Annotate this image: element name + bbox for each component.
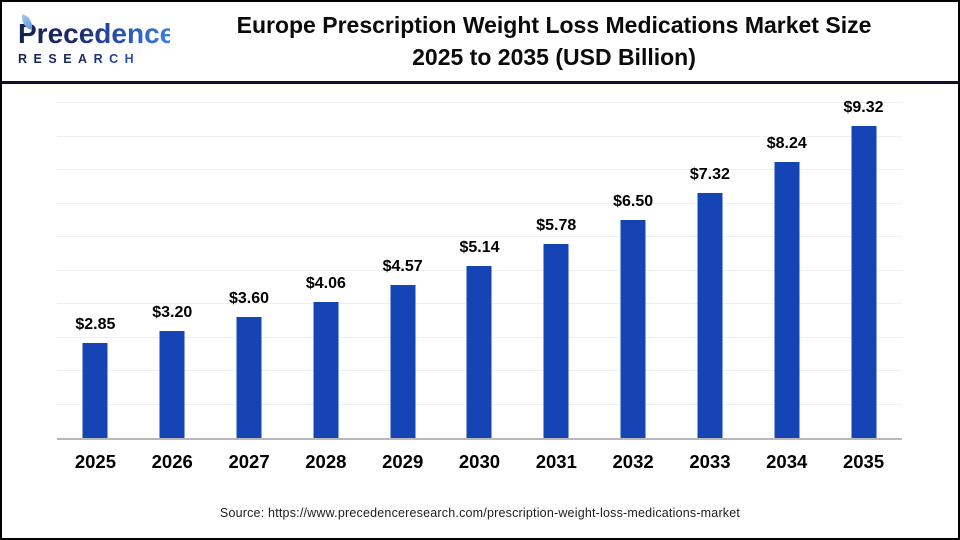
x-axis-label-2031: 2031 — [535, 451, 577, 472]
bar-2025 — [82, 342, 108, 438]
x-axis-labels: 2025 2026 2027 2028 2029 2030 2031 2032 2033 2034… — [57, 440, 902, 473]
bar-value-label: $6.50 — [613, 193, 654, 211]
x-axis-label-2035: 2035 — [842, 451, 885, 472]
bar-2027 — [236, 317, 262, 438]
bar-value-label: $3.60 — [229, 290, 270, 308]
x-axis-label-2030: 2030 — [458, 451, 501, 472]
chart-title-line2: 2025 to 2035 (USD Billion) — [412, 43, 696, 70]
x-axis-label-2027: 2027 — [228, 451, 270, 472]
bar-chart: $2.85 $3.20 $3.60 $4.06 $4.57 $5.14 $5.78 $6.50… — [2, 84, 958, 473]
gridline — [57, 236, 902, 237]
bar-group-2035: $9.32 — [825, 84, 902, 438]
bar-group-2031: $5.78 — [518, 84, 595, 438]
header: Precedence RESEARCH Europe Prescription … — [2, 2, 958, 81]
logo-precedence-research: Precedence RESEARCH — [18, 14, 176, 66]
gridline — [57, 102, 902, 103]
bar-group-2033: $7.32 — [672, 84, 749, 438]
bar-value-label: $4.57 — [382, 257, 423, 275]
bar-2026 — [159, 330, 185, 438]
bar-2028 — [313, 302, 339, 438]
bar-group-2029: $4.57 — [364, 84, 441, 438]
bar-value-label: $5.14 — [459, 238, 500, 256]
bar-group-2027: $3.60 — [211, 84, 288, 438]
x-axis-label-2029: 2029 — [382, 451, 424, 472]
bar-2034 — [774, 161, 800, 438]
bar-2030 — [466, 265, 492, 438]
bar-group-2034: $8.24 — [748, 84, 825, 438]
bar-value-label: $2.85 — [75, 315, 116, 333]
x-axis-label-2028: 2028 — [305, 451, 347, 472]
gridline — [57, 135, 902, 137]
bar-value-label: $5.78 — [536, 217, 577, 235]
bar-2033 — [697, 192, 723, 438]
footer: Source: https://www.precedenceresearch.c… — [2, 506, 958, 520]
bar-2029 — [390, 284, 416, 438]
bar-group-2032: $6.50 — [595, 84, 672, 438]
chart-title-line1: Europe Prescription Weight Loss Medicati… — [236, 11, 872, 38]
bar-value-label: $7.32 — [689, 165, 730, 183]
bar-2035 — [851, 125, 877, 438]
gridline — [57, 202, 902, 204]
x-axis-label-2033: 2033 — [689, 451, 731, 472]
x-axis-label-2025: 2025 — [74, 451, 116, 472]
x-axis-label-2034: 2034 — [766, 451, 808, 472]
x-axis-label-2032: 2032 — [612, 451, 654, 472]
bar-value-label: $9.32 — [843, 98, 884, 116]
bar-value-label: $4.06 — [305, 275, 346, 292]
bar-value-label: $3.20 — [152, 303, 193, 321]
x-axis-label-2026: 2026 — [151, 451, 193, 472]
bar-group-2030: $5.14 — [441, 84, 518, 438]
bar-value-label: $8.24 — [766, 134, 807, 152]
source-citation: Source: https://www.precedenceresearch.c… — [219, 506, 741, 520]
bar-2031 — [543, 244, 569, 438]
bar-group-2025: $2.85 — [57, 84, 134, 438]
bar-2032 — [620, 220, 646, 438]
gridline — [57, 169, 902, 170]
bar-group-2028: $4.06 — [287, 84, 364, 438]
logo-subtext: RESEARCH — [18, 52, 170, 66]
chart-title: Europe Prescription Weight Loss Medicati… — [170, 10, 944, 73]
logo-wordmark: Precedence — [18, 18, 176, 50]
bars-container: $2.85 $3.20 $3.60 $4.06 $4.57 $5.14 $5.78 $6.50… — [57, 84, 902, 438]
header-divider — [2, 81, 958, 84]
bar-group-2026: $3.20 — [134, 84, 211, 438]
plot-area: $2.85 $3.20 $3.60 $4.06 $4.57 $5.14 $5.78 $6.50… — [57, 84, 902, 440]
